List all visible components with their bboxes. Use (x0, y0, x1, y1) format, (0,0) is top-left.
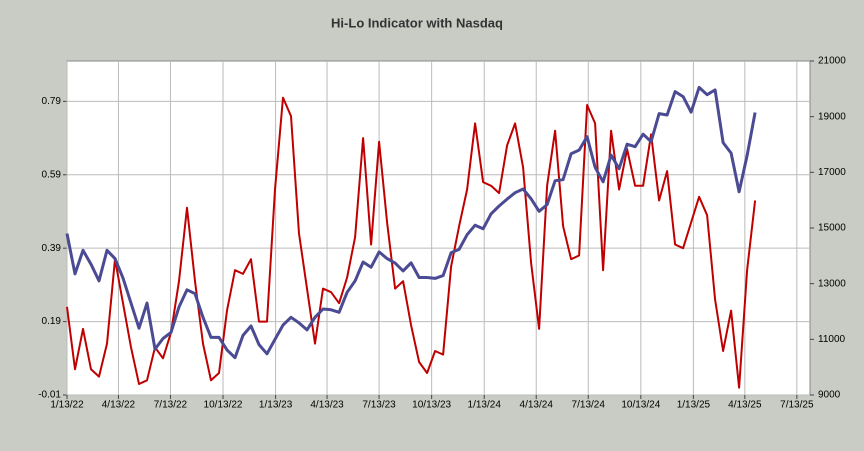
y-tick-label: 0.79 (42, 96, 62, 107)
y-tick-label: -0.01 (38, 390, 61, 401)
x-tick-label: 4/13/22 (102, 400, 136, 411)
x-tick-label: 7/13/25 (780, 400, 814, 411)
y-tick-label: 0.39 (42, 243, 62, 254)
plot-area (66, 60, 811, 396)
x-tick-label: 10/13/24 (621, 400, 660, 411)
y-tick-label: 0.59 (42, 169, 62, 180)
x-tick-label: 1/13/25 (677, 400, 711, 411)
series-line (65, 85, 757, 360)
y2-tick-label: 13000 (818, 278, 846, 289)
x-tick-label: 4/13/25 (728, 400, 762, 411)
y2-tick-label: 21000 (818, 56, 846, 67)
y2-tick-label: 11000 (818, 334, 846, 345)
x-tick-label: 7/13/22 (154, 400, 188, 411)
x-tick-label: 4/13/24 (520, 400, 554, 411)
y2-tick-label: 9000 (818, 390, 841, 401)
x-tick-label: 7/13/23 (362, 400, 396, 411)
y2-tick-label: 15000 (818, 223, 846, 234)
x-tick-label: 7/13/24 (572, 400, 606, 411)
x-tick-label: 10/13/23 (412, 400, 451, 411)
x-tick-label: 1/13/24 (468, 400, 502, 411)
y2-tick-label: 17000 (818, 167, 846, 178)
x-tick-label: 10/13/22 (204, 400, 243, 411)
x-tick-label: 4/13/23 (310, 400, 344, 411)
y-tick-label: 0.19 (42, 316, 62, 327)
y2-tick-label: 19000 (818, 111, 846, 122)
series-line (66, 96, 757, 389)
chart-title: Hi-Lo Indicator with Nasdaq (331, 15, 503, 30)
x-tick-label: 1/13/23 (259, 400, 293, 411)
x-tick-label: 1/13/22 (50, 400, 84, 411)
